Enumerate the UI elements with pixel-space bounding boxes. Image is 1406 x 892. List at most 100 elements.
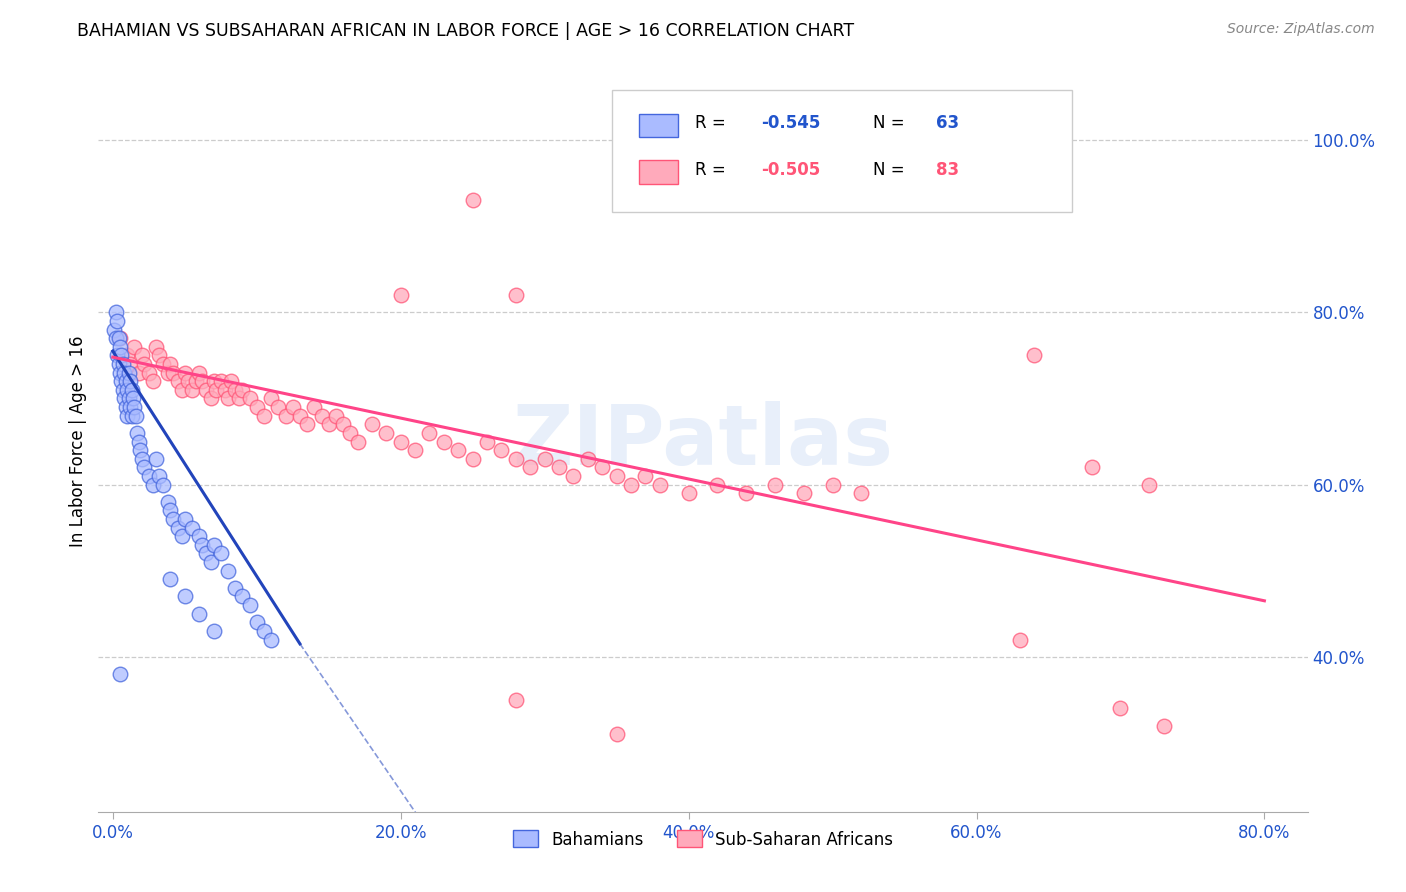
Point: [239, 598, 262, 612]
Text: -0.505: -0.505: [761, 161, 820, 178]
Point: [188, 607, 211, 621]
Point: [332, 417, 354, 432]
Point: [217, 564, 239, 578]
Point: [1137, 477, 1160, 491]
Point: [339, 425, 361, 440]
Point: [606, 727, 628, 741]
Point: [170, 529, 193, 543]
Point: [110, 348, 132, 362]
Point: [142, 477, 165, 491]
Point: [325, 409, 347, 423]
Point: [173, 366, 195, 380]
Point: [108, 331, 131, 345]
Point: [159, 357, 181, 371]
Point: [128, 434, 150, 449]
Point: [389, 288, 412, 302]
Point: [105, 314, 128, 328]
Point: [375, 425, 398, 440]
FancyBboxPatch shape: [638, 161, 678, 184]
Point: [246, 400, 269, 414]
Point: [200, 555, 222, 569]
Point: [188, 366, 211, 380]
Point: [519, 460, 541, 475]
Text: R =: R =: [695, 161, 731, 178]
Text: 83: 83: [936, 161, 959, 178]
Point: [224, 581, 246, 595]
Point: [1008, 632, 1031, 647]
Point: [103, 323, 125, 337]
Point: [173, 512, 195, 526]
Point: [115, 383, 138, 397]
Point: [475, 434, 498, 449]
Point: [110, 374, 132, 388]
Point: [181, 521, 204, 535]
Point: [131, 348, 153, 362]
Point: [318, 417, 340, 432]
Point: [1080, 460, 1102, 475]
Point: [108, 366, 131, 380]
Point: [591, 460, 613, 475]
Point: [304, 400, 326, 414]
Point: [219, 374, 242, 388]
Point: [115, 409, 138, 423]
Point: [112, 366, 135, 380]
Point: [138, 469, 160, 483]
Point: [134, 460, 156, 475]
Point: [121, 409, 143, 423]
Point: [125, 409, 148, 423]
Point: [404, 443, 426, 458]
Point: [346, 434, 368, 449]
Point: [162, 512, 184, 526]
Point: [111, 357, 134, 371]
Point: [114, 400, 136, 414]
Point: [122, 392, 145, 406]
Point: [1153, 718, 1175, 732]
Point: [288, 409, 311, 423]
FancyBboxPatch shape: [613, 90, 1071, 212]
Text: -0.545: -0.545: [761, 114, 821, 132]
Point: [228, 392, 250, 406]
Point: [253, 409, 276, 423]
Point: [1022, 348, 1045, 362]
Point: [281, 400, 304, 414]
Point: [606, 469, 628, 483]
Point: [491, 443, 513, 458]
Point: [173, 590, 195, 604]
Point: [134, 357, 156, 371]
Point: [145, 451, 167, 466]
Point: [548, 460, 571, 475]
Text: N =: N =: [873, 161, 910, 178]
Point: [418, 425, 440, 440]
Point: [295, 417, 318, 432]
Point: [205, 383, 228, 397]
Point: [152, 357, 174, 371]
Point: [239, 392, 262, 406]
Point: [156, 495, 179, 509]
Point: [202, 538, 225, 552]
Point: [1109, 701, 1132, 715]
Point: [156, 366, 179, 380]
Text: Source: ZipAtlas.com: Source: ZipAtlas.com: [1227, 22, 1375, 37]
Point: [148, 348, 170, 362]
Point: [188, 529, 211, 543]
Point: [224, 383, 246, 397]
Point: [152, 477, 174, 491]
Point: [851, 486, 873, 500]
Point: [159, 503, 181, 517]
Text: BAHAMIAN VS SUBSAHARAN AFRICAN IN LABOR FORCE | AGE > 16 CORRELATION CHART: BAHAMIAN VS SUBSAHARAN AFRICAN IN LABOR …: [77, 22, 855, 40]
Point: [217, 392, 239, 406]
Point: [505, 288, 527, 302]
Point: [447, 443, 470, 458]
Point: [124, 340, 146, 354]
Point: [166, 374, 188, 388]
Point: [267, 400, 290, 414]
Point: [620, 477, 643, 491]
Point: [311, 409, 333, 423]
Point: [793, 486, 815, 500]
Point: [433, 434, 456, 449]
Point: [505, 693, 527, 707]
Y-axis label: In Labor Force | Age > 16: In Labor Force | Age > 16: [69, 335, 87, 548]
Point: [533, 451, 555, 466]
Point: [209, 374, 232, 388]
Point: [253, 624, 276, 638]
